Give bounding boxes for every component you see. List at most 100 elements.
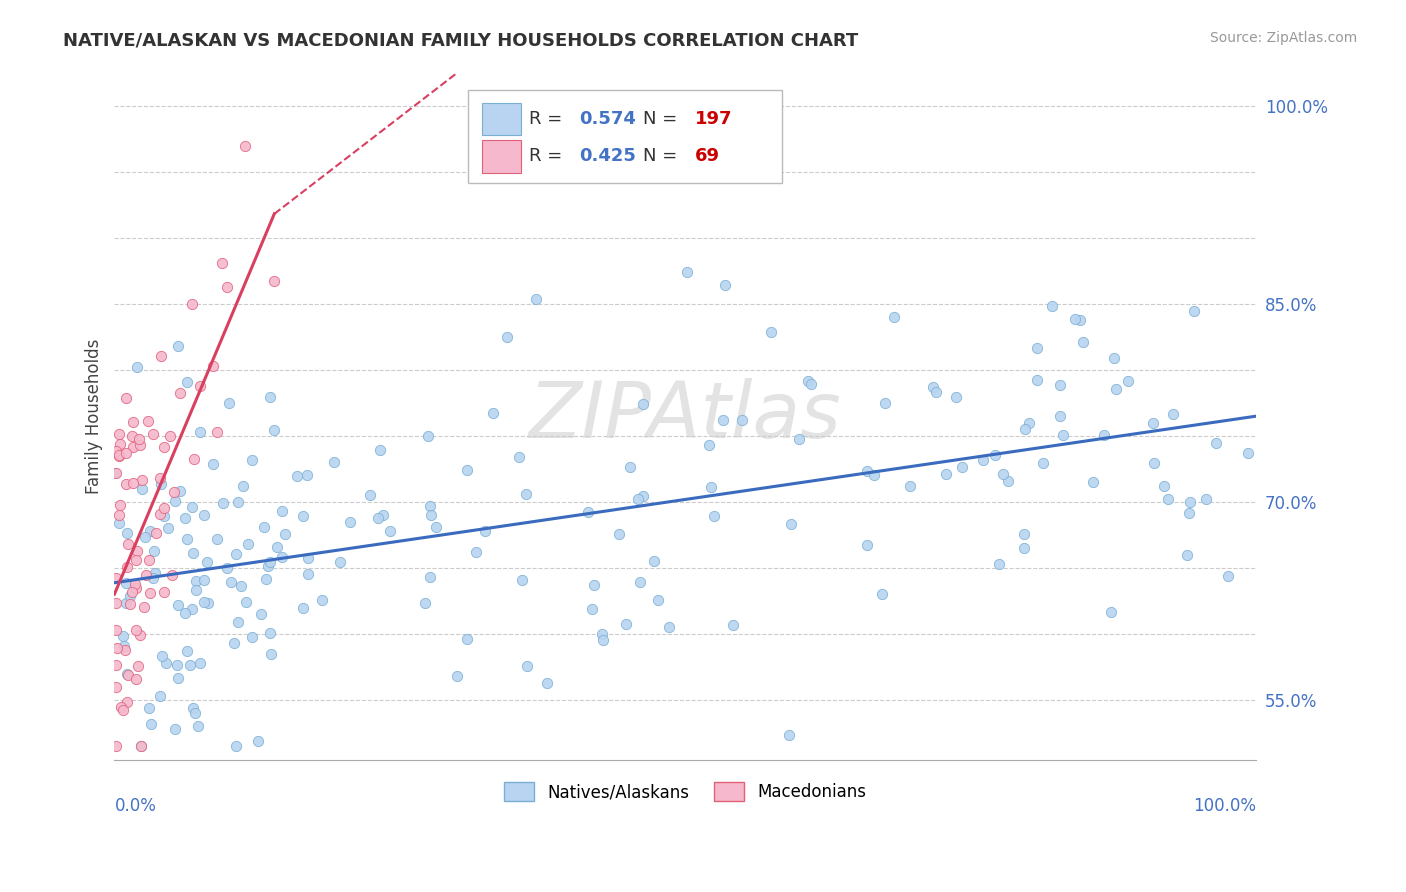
Point	[495, 330, 517, 344]
Point	[107, 448, 129, 462]
Point	[371, 508, 394, 522]
Point	[1153, 479, 1175, 493]
Point	[295, 467, 318, 482]
Point	[231, 579, 253, 593]
Point	[1026, 341, 1049, 355]
Point	[274, 526, 297, 541]
Point	[627, 491, 650, 506]
Point	[259, 555, 281, 569]
Point	[166, 658, 188, 673]
Point	[232, 479, 254, 493]
Point	[153, 585, 176, 599]
Point	[110, 700, 132, 714]
Point	[246, 733, 269, 747]
Point	[607, 527, 630, 541]
Point	[112, 640, 135, 654]
Point	[211, 256, 233, 270]
Point	[271, 549, 294, 564]
Point	[714, 277, 737, 292]
Text: 69: 69	[695, 147, 720, 165]
Point	[416, 429, 439, 443]
Point	[125, 553, 148, 567]
Point	[1157, 492, 1180, 507]
Point	[120, 597, 142, 611]
Point	[152, 508, 174, 523]
Point	[104, 623, 127, 637]
Point	[107, 516, 129, 531]
Point	[180, 500, 202, 514]
Point	[188, 657, 211, 671]
Point	[157, 521, 180, 535]
Point	[925, 384, 948, 399]
Point	[190, 378, 212, 392]
Point	[121, 428, 143, 442]
Point	[115, 560, 138, 574]
Point	[138, 585, 160, 599]
Point	[1014, 526, 1036, 541]
Point	[240, 453, 263, 467]
Point	[368, 443, 391, 458]
Point	[249, 607, 271, 621]
Point	[202, 359, 225, 373]
Point	[285, 469, 308, 483]
Point	[676, 265, 699, 279]
Point	[367, 511, 389, 525]
Point	[1040, 299, 1063, 313]
Point	[1032, 456, 1054, 470]
Point	[456, 463, 478, 477]
Point	[780, 517, 803, 532]
Text: R =: R =	[529, 147, 568, 165]
Point	[614, 617, 637, 632]
Point	[647, 593, 669, 607]
Point	[630, 575, 652, 590]
Point	[1178, 495, 1201, 509]
Point	[169, 385, 191, 400]
Point	[1018, 416, 1040, 430]
Point	[797, 375, 820, 389]
Point	[207, 425, 229, 439]
Point	[188, 425, 211, 440]
Point	[872, 587, 894, 601]
Point	[122, 415, 145, 429]
Point	[1052, 428, 1074, 442]
Point	[1071, 334, 1094, 349]
Point	[233, 138, 256, 153]
Point	[1026, 373, 1049, 387]
Point	[186, 583, 208, 598]
Point	[510, 573, 533, 587]
Text: Source: ZipAtlas.com: Source: ZipAtlas.com	[1209, 31, 1357, 45]
Point	[972, 452, 994, 467]
Point	[1237, 446, 1260, 460]
Point	[176, 376, 198, 390]
Point	[145, 525, 167, 540]
Point	[181, 701, 204, 715]
Point	[297, 567, 319, 582]
Point	[124, 672, 146, 686]
Point	[1194, 491, 1216, 506]
Point	[420, 508, 443, 523]
Text: ZIPAtlas: ZIPAtlas	[529, 378, 842, 454]
Point	[419, 500, 441, 514]
Point	[108, 436, 131, 450]
Point	[153, 500, 176, 515]
Point	[631, 397, 654, 411]
Point	[1049, 377, 1071, 392]
Point	[1216, 568, 1239, 582]
Point	[591, 627, 613, 641]
Point	[167, 339, 190, 353]
Point	[425, 520, 447, 534]
Point	[124, 577, 146, 591]
Point	[323, 455, 346, 469]
Point	[132, 600, 155, 615]
Point	[883, 310, 905, 324]
Point	[1049, 409, 1071, 423]
Point	[104, 444, 127, 458]
Point	[174, 606, 197, 620]
Point	[297, 551, 319, 566]
Point	[179, 658, 201, 673]
Point	[259, 626, 281, 640]
Point	[219, 575, 242, 590]
Point	[1014, 422, 1036, 436]
Point	[1182, 304, 1205, 318]
Point	[446, 669, 468, 683]
